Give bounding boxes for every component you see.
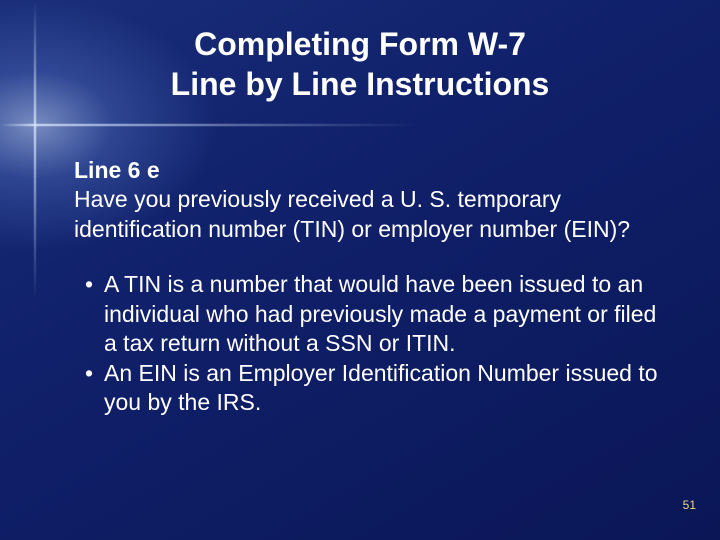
bullet-icon: • <box>74 359 104 388</box>
section-heading: Line 6 e <box>74 156 662 185</box>
title-line-2: Line by Line Instructions <box>0 64 720 104</box>
slide: Completing Form W-7 Line by Line Instruc… <box>0 0 720 540</box>
bullet-list: • A TIN is a number that would have been… <box>74 270 662 417</box>
list-item: • A TIN is a number that would have been… <box>74 270 662 358</box>
bullet-icon: • <box>74 270 104 299</box>
slide-content: Line 6 e Have you previously received a … <box>74 156 662 418</box>
page-number: 51 <box>683 498 696 512</box>
section-paragraph: Have you previously received a U. S. tem… <box>74 185 662 244</box>
bullet-text: An EIN is an Employer Identification Num… <box>104 359 662 418</box>
bullet-text: A TIN is a number that would have been i… <box>104 270 662 358</box>
title-line-1: Completing Form W-7 <box>0 24 720 64</box>
lens-flare-horizontal <box>0 124 420 126</box>
list-item: • An EIN is an Employer Identification N… <box>74 359 662 418</box>
slide-title: Completing Form W-7 Line by Line Instruc… <box>0 24 720 104</box>
